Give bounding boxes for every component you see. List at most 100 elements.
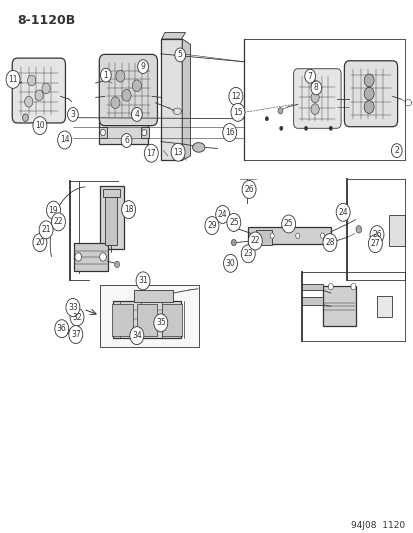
Circle shape bbox=[24, 96, 33, 107]
Text: 3: 3 bbox=[70, 110, 75, 119]
Bar bbox=[161, 304, 182, 336]
Circle shape bbox=[142, 130, 146, 136]
Circle shape bbox=[279, 126, 282, 131]
Text: 24: 24 bbox=[217, 210, 227, 219]
Text: 4: 4 bbox=[134, 110, 139, 119]
Text: 24: 24 bbox=[337, 208, 347, 217]
Circle shape bbox=[355, 225, 361, 233]
Text: 25: 25 bbox=[228, 218, 238, 227]
Text: 33: 33 bbox=[68, 303, 78, 312]
Circle shape bbox=[121, 134, 132, 148]
Circle shape bbox=[310, 80, 318, 91]
Circle shape bbox=[42, 83, 50, 94]
Text: 25: 25 bbox=[283, 220, 293, 229]
Circle shape bbox=[100, 253, 106, 261]
Circle shape bbox=[322, 233, 336, 252]
Circle shape bbox=[363, 101, 373, 114]
Circle shape bbox=[248, 232, 261, 250]
Circle shape bbox=[22, 114, 28, 122]
Text: 23: 23 bbox=[243, 249, 252, 259]
Circle shape bbox=[242, 181, 256, 198]
Bar bbox=[388, 215, 404, 246]
FancyBboxPatch shape bbox=[293, 69, 340, 128]
Circle shape bbox=[363, 74, 373, 87]
Circle shape bbox=[122, 90, 131, 101]
Text: 29: 29 bbox=[206, 221, 216, 230]
Text: 11: 11 bbox=[8, 75, 18, 84]
Bar bbox=[137, 304, 157, 336]
Text: 37: 37 bbox=[71, 330, 81, 339]
Circle shape bbox=[35, 90, 43, 101]
Text: 35: 35 bbox=[156, 318, 165, 327]
Text: 13: 13 bbox=[173, 148, 183, 157]
Circle shape bbox=[66, 298, 80, 317]
Polygon shape bbox=[301, 284, 323, 290]
Text: 7: 7 bbox=[307, 71, 312, 80]
Circle shape bbox=[11, 78, 17, 86]
Circle shape bbox=[33, 117, 47, 135]
Bar bbox=[376, 296, 391, 317]
Text: 36: 36 bbox=[57, 324, 66, 333]
Polygon shape bbox=[161, 33, 185, 39]
Circle shape bbox=[132, 80, 141, 92]
Circle shape bbox=[131, 108, 142, 122]
Polygon shape bbox=[301, 297, 323, 305]
Text: 1: 1 bbox=[103, 70, 108, 79]
Circle shape bbox=[6, 70, 20, 88]
Circle shape bbox=[231, 239, 236, 246]
Circle shape bbox=[222, 124, 236, 142]
Circle shape bbox=[304, 126, 307, 131]
Circle shape bbox=[310, 92, 318, 103]
Circle shape bbox=[138, 60, 148, 74]
Text: 30: 30 bbox=[225, 259, 235, 268]
Text: 10: 10 bbox=[35, 121, 45, 130]
Circle shape bbox=[33, 233, 47, 252]
Text: 9: 9 bbox=[140, 62, 145, 71]
Circle shape bbox=[223, 254, 237, 272]
Text: 18: 18 bbox=[123, 205, 133, 214]
Circle shape bbox=[281, 215, 295, 233]
Circle shape bbox=[335, 203, 349, 221]
Text: 32: 32 bbox=[72, 312, 82, 321]
Circle shape bbox=[265, 117, 268, 121]
Circle shape bbox=[116, 70, 125, 82]
Bar bbox=[112, 304, 133, 336]
Ellipse shape bbox=[192, 143, 204, 152]
Bar bbox=[100, 185, 124, 249]
Circle shape bbox=[295, 233, 299, 238]
Circle shape bbox=[228, 87, 242, 106]
Circle shape bbox=[328, 284, 332, 290]
Circle shape bbox=[277, 108, 282, 114]
Polygon shape bbox=[160, 39, 182, 160]
Circle shape bbox=[62, 322, 67, 330]
Circle shape bbox=[121, 200, 135, 219]
Circle shape bbox=[144, 144, 158, 162]
FancyBboxPatch shape bbox=[344, 61, 396, 127]
Circle shape bbox=[70, 308, 84, 326]
Circle shape bbox=[171, 143, 185, 161]
Text: 27: 27 bbox=[370, 239, 379, 248]
Circle shape bbox=[51, 213, 65, 231]
Bar bbox=[113, 301, 181, 338]
Circle shape bbox=[391, 144, 401, 158]
Circle shape bbox=[69, 326, 83, 344]
Text: 17: 17 bbox=[146, 149, 156, 158]
Circle shape bbox=[39, 221, 53, 239]
Circle shape bbox=[241, 245, 255, 263]
Circle shape bbox=[368, 235, 381, 253]
Bar bbox=[256, 230, 271, 245]
Text: 16: 16 bbox=[224, 128, 234, 137]
Text: 26: 26 bbox=[371, 230, 381, 239]
Text: 26: 26 bbox=[244, 185, 253, 194]
Circle shape bbox=[57, 131, 71, 149]
Polygon shape bbox=[182, 39, 190, 160]
Circle shape bbox=[46, 201, 60, 219]
Circle shape bbox=[363, 87, 373, 100]
Text: 19: 19 bbox=[49, 206, 58, 215]
Text: 22: 22 bbox=[54, 217, 63, 227]
FancyBboxPatch shape bbox=[12, 58, 65, 123]
Circle shape bbox=[204, 216, 218, 235]
Bar bbox=[133, 290, 173, 302]
Circle shape bbox=[27, 75, 36, 86]
Text: 12: 12 bbox=[230, 92, 240, 101]
